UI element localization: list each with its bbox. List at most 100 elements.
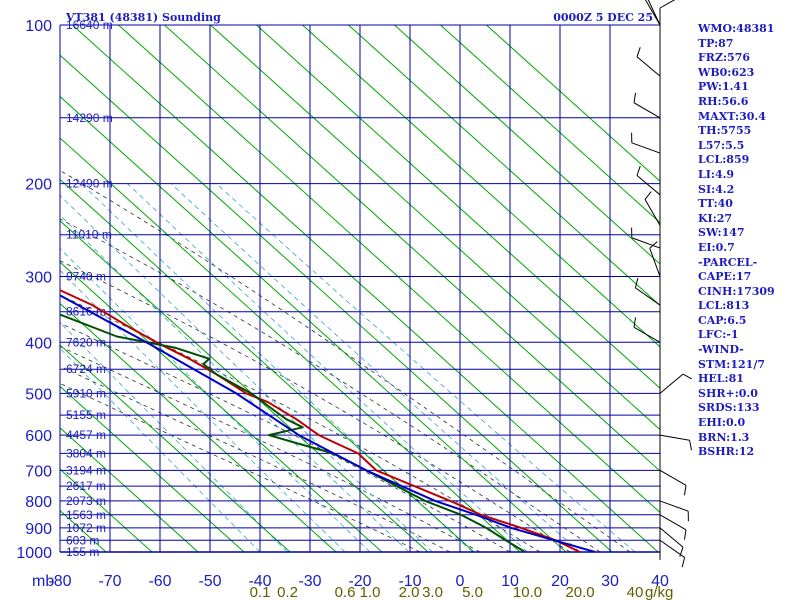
index-value: CINH:17309: [698, 284, 775, 298]
wind-barb-staff: [659, 500, 689, 512]
pressure-tick-label: 400: [25, 335, 52, 352]
pressure-tick-label: 500: [25, 386, 52, 403]
index-value: KI:27: [698, 211, 733, 225]
temperature-tick-label: -80: [48, 573, 71, 590]
index-value: FRZ:576: [698, 51, 751, 65]
dry-adiabat-line: [60, 220, 429, 552]
wind-barb-flag: [636, 165, 641, 176]
chart-title: VT381 (48381) Sounding: [65, 11, 221, 24]
dry-adiabat-line: [60, 54, 613, 552]
height-label: 14290 m: [66, 111, 113, 125]
wind-barb-staff: [659, 527, 684, 548]
pressure-unit-label: mb: [32, 573, 54, 590]
temperature-tick-label: 10: [501, 573, 519, 590]
mixing-ratio-unit-label: g/kg: [645, 584, 673, 600]
wind-barb-flag: [649, 241, 658, 249]
height-label: 11010 m: [66, 228, 112, 242]
dry-adiabat-line: [301, 25, 660, 348]
wind-barb-staff: [659, 469, 687, 486]
temperature-tick-label: 40: [651, 573, 669, 590]
index-value: CAP:6.5: [698, 313, 747, 327]
index-value: -PARCEL-: [698, 255, 758, 269]
indices-panel: WMO:48381 TP:87 FRZ:576 WB0:623 PW:1.41 RH:56…: [698, 22, 798, 460]
height-label: 3804 m: [66, 446, 106, 460]
height-label: 155 m: [66, 545, 99, 559]
wind-barb-staff: [659, 373, 684, 394]
mixing-ratio-line: [60, 214, 410, 552]
index-value: WMO:48381: [698, 22, 775, 35]
dry-adiabats-group: [60, 25, 660, 552]
dewpoint-profile-line: [60, 313, 526, 552]
index-value: TH:5755: [698, 124, 752, 138]
mixing-ratio-line: [170, 183, 581, 552]
height-label: 2073 m: [66, 494, 106, 508]
mixing-ratio-label: 5.0: [462, 584, 483, 600]
index-value: MAXT:30.4: [698, 109, 766, 123]
dry-adiabat-line: [117, 25, 660, 514]
index-value: RH:56.6: [698, 94, 749, 108]
mixing-ratio-label: 0.2: [277, 584, 298, 600]
wind-barb-staff: [649, 248, 661, 277]
wind-barb-flag: [689, 440, 692, 451]
height-label: 5155 m: [66, 408, 106, 422]
index-value: TP:87: [698, 36, 734, 50]
index-value: LCL:859: [698, 153, 750, 167]
dry-adiabat-line: [60, 427, 199, 552]
dry-adiabat-line: [60, 344, 291, 552]
wind-barbs-group: [631, 0, 692, 568]
wind-barb-staff: [659, 539, 685, 558]
pressure-tick-label: 600: [25, 428, 52, 445]
index-value: L57:5.5: [698, 138, 745, 152]
temperature-tick-label: -50: [198, 573, 221, 590]
index-value: SHR+:0.0: [698, 386, 758, 400]
index-value: PW:1.41: [698, 80, 749, 94]
height-label: 12490 m: [66, 177, 113, 191]
pressure-tick-label: 800: [25, 494, 52, 511]
temperature-tick-label: 30: [601, 573, 619, 590]
index-value: STM:121/7: [698, 357, 765, 371]
temperature-tick-label: 20: [551, 573, 569, 590]
mixing-ratio-line: [216, 183, 636, 552]
pressure-tick-label: 900: [25, 521, 52, 538]
dry-adiabat-line: [163, 25, 660, 472]
index-value: LCL:813: [698, 299, 750, 313]
mixing-ratio-line: [60, 269, 346, 552]
index-value: EI:0.7: [698, 240, 735, 254]
wind-barb-staff: [659, 514, 687, 531]
mixing-ratio-label: 0.6: [335, 584, 356, 600]
parcel-profile-line: [60, 294, 596, 552]
index-value: TT:40: [698, 197, 733, 211]
mixing-ratio-line: [81, 183, 473, 552]
temperature-tick-label: -40: [248, 573, 271, 590]
wind-barb-flag: [636, 47, 641, 57]
pressure-tick-label: 1000: [16, 545, 52, 562]
index-value: SW:147: [698, 226, 745, 240]
wind-barb-flag: [681, 557, 686, 568]
mixing-ratio-line: [60, 194, 433, 552]
dry-adiabat-line: [485, 25, 660, 182]
temperature-tick-label: -70: [98, 573, 121, 590]
wind-barb-flag: [682, 373, 692, 380]
wind-barb-flag: [644, 191, 652, 200]
mixing-ratio-line: [60, 247, 371, 552]
dry-adiabat-line: [347, 25, 660, 307]
wind-barb-flag: [683, 529, 687, 540]
wind-barb-staff: [659, 434, 690, 441]
wind-barb-staff: [644, 199, 661, 226]
index-value: CAPE:17: [698, 270, 752, 284]
wind-barb-staff: [647, 0, 661, 26]
index-value: HEL:81: [698, 372, 744, 386]
wind-barb-flag: [633, 92, 637, 103]
wind-barb-staff: [631, 142, 661, 154]
wind-barb-staff: [633, 102, 661, 119]
wind-barb-flag: [633, 317, 637, 328]
temperature-tick-label: -10: [398, 573, 421, 590]
dry-adiabat-line: [60, 261, 383, 552]
height-label: 603 m: [66, 533, 99, 547]
mixing-ratio-label: 3.0: [422, 584, 443, 600]
wind-barb-flag: [634, 278, 639, 289]
mixing-ratio-label: 20.0: [565, 584, 594, 600]
index-value: BSHR:12: [698, 445, 755, 459]
mixing-ratio-label: 0.1: [250, 584, 271, 600]
